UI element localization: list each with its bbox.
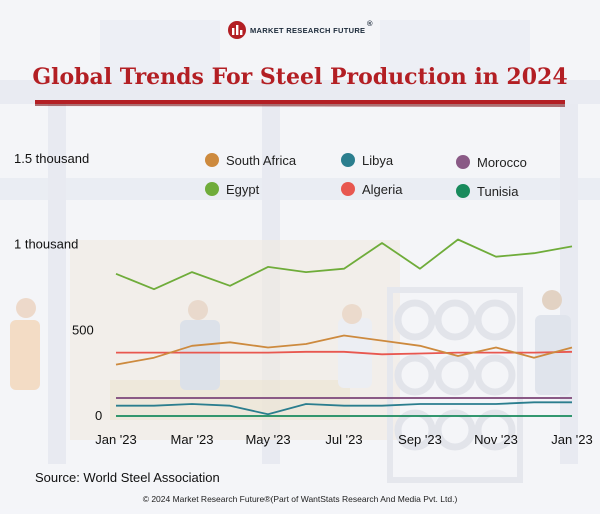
- legend-label: Algeria: [362, 182, 403, 197]
- legend-swatch: [205, 182, 219, 196]
- y-tick-label: 1 thousand: [14, 237, 78, 252]
- legend-item: Morocco: [456, 155, 527, 170]
- legend-swatch: [456, 155, 470, 169]
- x-axis: Jan '23 Mar '23 May '23 Jul '23 Sep '23 Nov '…: [95, 432, 593, 447]
- y-axis: 0 500 1 thousand 1.5 thousand: [14, 151, 102, 423]
- legend-swatch: [341, 153, 355, 167]
- x-tick-label: Nov '23: [474, 432, 518, 447]
- legend-item: Algeria: [341, 182, 403, 197]
- brand-registered-mark: ®: [367, 19, 373, 28]
- chart-series: [115, 238, 573, 417]
- legend-swatch: [456, 184, 470, 198]
- legend-item: Libya: [341, 153, 394, 168]
- series-line-libya: [116, 401, 572, 416]
- brand-logo: MARKET RESEARCH FUTURE ®: [228, 19, 373, 39]
- series-line-south-africa: [115, 334, 573, 366]
- series-line-egypt: [115, 238, 573, 291]
- chart-title: Global Trends For Steel Production in 20…: [32, 64, 567, 90]
- x-tick-label: Mar '23: [171, 432, 214, 447]
- title-underline: [35, 100, 565, 104]
- legend-item: South Africa: [205, 153, 297, 168]
- x-tick-label: Jul '23: [325, 432, 362, 447]
- legend-label: South Africa: [226, 153, 297, 168]
- y-tick-label: 500: [72, 322, 94, 337]
- series-line-algeria: [116, 350, 573, 356]
- y-tick-label: 1.5 thousand: [14, 151, 89, 166]
- copyright-note: © 2024 Market Research Future®(Part of W…: [143, 494, 458, 504]
- legend-item: Tunisia: [456, 184, 519, 199]
- brand-name: MARKET RESEARCH FUTURE: [250, 26, 365, 35]
- x-tick-label: Sep '23: [398, 432, 442, 447]
- chart-legend: South Africa Libya Morocco Egypt Algeria Tuni…: [205, 153, 527, 199]
- x-tick-label: May '23: [245, 432, 290, 447]
- x-tick-label: Jan '23: [551, 432, 593, 447]
- legend-label: Libya: [362, 153, 394, 168]
- legend-label: Tunisia: [477, 184, 519, 199]
- legend-swatch: [205, 153, 219, 167]
- y-tick-label: 0: [95, 408, 102, 423]
- legend-swatch: [341, 182, 355, 196]
- x-tick-label: Jan '23: [95, 432, 137, 447]
- legend-item: Egypt: [205, 182, 260, 197]
- legend-label: Morocco: [477, 155, 527, 170]
- legend-label: Egypt: [226, 182, 260, 197]
- source-note: Source: World Steel Association: [35, 470, 220, 485]
